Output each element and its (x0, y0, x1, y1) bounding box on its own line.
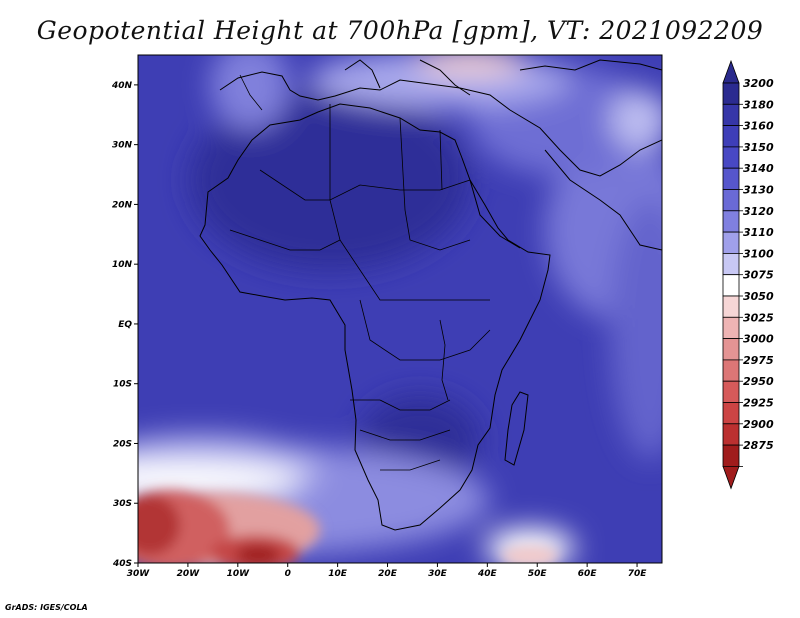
colorbar-top-arrow (722, 59, 740, 84)
colorbar-swatch (722, 231, 740, 254)
latitude-axis: 40N 30N 20N 10N EQ 10S 20S 30S 40S (111, 81, 138, 569)
lat-tick-label: 10N (112, 260, 133, 270)
colorbar-label: 3140 (743, 162, 774, 175)
lon-tick-label: 20W (177, 569, 201, 579)
colorbar-label: 3050 (743, 290, 774, 303)
colorbar-swatch (722, 82, 740, 105)
colorbar-swatch (722, 295, 740, 318)
colorbar-label: 3110 (743, 226, 774, 239)
lat-tick-label: 40N (111, 81, 133, 91)
lat-tick-label: 30S (113, 499, 132, 509)
coastlines (199, 59, 662, 531)
colorbar-label: 3000 (743, 333, 774, 346)
colorbar-swatch (722, 210, 740, 233)
colorbar-swatch (722, 444, 740, 467)
colorbar-label: 3150 (743, 141, 774, 154)
colorbar-swatch (722, 146, 740, 169)
colorbar-label: 3075 (743, 269, 774, 282)
colorbar-swatch (722, 316, 740, 339)
colorbar-label: 2875 (743, 439, 774, 452)
colorbar-swatch (722, 103, 740, 127)
colorbar-swatch (722, 274, 740, 297)
colorbar-swatch (722, 359, 740, 382)
colorbar-label: 3120 (743, 205, 774, 218)
colorbar-swatch (722, 252, 740, 276)
map-frame (137, 54, 663, 564)
longitude-axis: 30W 20W 10W 0 10E 20E 30E 40E 50E 60E 70E (127, 563, 647, 579)
lon-tick-label: 40E (477, 569, 498, 579)
colorbar-label: 2975 (743, 354, 774, 367)
lat-tick-label: 20N (112, 200, 133, 210)
colorbar-label: 3180 (743, 98, 774, 111)
colorbar-swatch (722, 125, 740, 148)
colorbar-label: 2925 (743, 397, 774, 410)
colorbar-swatch (722, 338, 740, 361)
lon-tick-label: 10E (328, 569, 348, 579)
lon-tick-label: 30W (127, 569, 151, 579)
lon-tick-label: 20E (378, 569, 398, 579)
colorbar-label: 3200 (743, 77, 774, 90)
colorbar-label: 2950 (743, 375, 774, 388)
colorbar-label: 2900 (743, 418, 774, 431)
colorbar-swatch (722, 402, 740, 425)
colorbar-label: 3160 (743, 120, 774, 133)
colorbar: 3200 3180 3160 3150 3140 3130 3120 3110 3100 3075… (722, 59, 774, 490)
lon-tick-label: 50E (528, 569, 548, 579)
lat-tick-label: 10S (113, 380, 132, 390)
lon-tick-label: 60E (578, 569, 598, 579)
lon-tick-label: 70E (628, 569, 648, 579)
colorbar-label: 3130 (743, 184, 774, 197)
footer-credit: GrADS: IGES/COLA (5, 603, 88, 612)
lon-tick-label: 10W (227, 569, 251, 579)
lon-tick-label: 30E (428, 569, 448, 579)
lat-tick-label: 30N (112, 141, 133, 151)
colorbar-swatch (722, 189, 740, 212)
colorbar-label: 3100 (743, 247, 774, 260)
colorbar-label: 3025 (743, 311, 774, 324)
colorbar-swatch (722, 167, 740, 190)
lat-tick-label: 20S (113, 439, 132, 449)
lon-tick-label: 0 (285, 569, 291, 579)
height-field (138, 55, 662, 563)
lat-tick-label: EQ (118, 320, 132, 330)
colorbar-swatch (722, 380, 740, 403)
map-title: Geopotential Height at 700hPa [gpm], VT:… (36, 16, 764, 45)
lat-tick-label: 40S (112, 559, 132, 569)
colorbar-bottom-arrow (722, 465, 740, 490)
colorbar-swatch (722, 423, 740, 446)
